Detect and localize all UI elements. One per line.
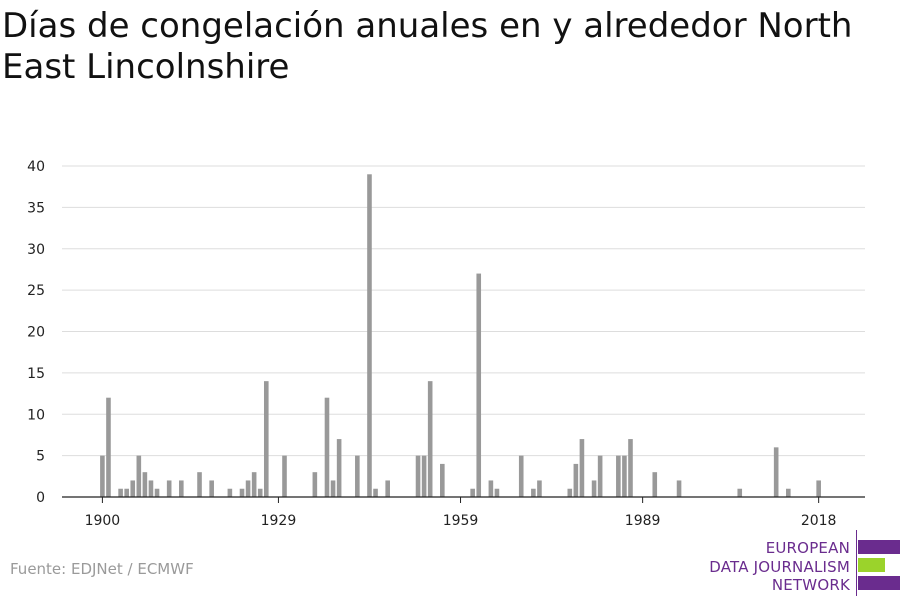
bar-1908 — [148, 480, 154, 497]
bar-1916 — [197, 472, 202, 497]
x-tick-label: 2018 — [801, 513, 837, 529]
bar-1947 — [385, 480, 390, 497]
logo-text-european: EUROPEAN — [765, 539, 850, 557]
x-tick-label: 1900 — [85, 513, 121, 529]
bar-1964 — [488, 480, 494, 497]
bar-2005 — [737, 488, 743, 497]
bar-1962 — [476, 273, 482, 497]
bar-1985 — [616, 455, 621, 498]
bar-1918 — [209, 480, 214, 497]
bar-1953 — [421, 455, 427, 498]
bar-1965 — [494, 488, 500, 497]
bar-1945 — [373, 488, 378, 497]
bars — [100, 174, 821, 498]
y-tick-label: 15 — [27, 366, 45, 382]
bar-1907 — [142, 472, 148, 497]
bar-1956 — [440, 463, 445, 497]
bar-1942 — [355, 455, 360, 498]
x-tick-label: 1959 — [443, 513, 479, 529]
bar-1987 — [628, 439, 633, 497]
logo-divider — [856, 530, 857, 596]
x-tick-label: 1989 — [625, 513, 661, 529]
bar-1981 — [591, 480, 597, 497]
bar-1911 — [166, 480, 172, 497]
bar-1944 — [367, 174, 372, 497]
logo-text-network: NETWORK — [771, 576, 850, 594]
bar-1937 — [324, 397, 330, 497]
bar-1921 — [227, 488, 233, 497]
bar-1925 — [251, 472, 257, 497]
bar-1905 — [130, 480, 136, 497]
bar-1961 — [470, 488, 475, 497]
logo-text-data-journalism: DATA JOURNALISM — [709, 558, 850, 576]
bar-1935 — [312, 472, 318, 497]
bar-1903 — [118, 488, 123, 497]
y-tick-label: 0 — [36, 490, 45, 506]
bar-1900 — [100, 455, 105, 498]
bar-chart: 0 5 10 15 20 25 30 35 40 1900 1929 1959 1989 2018 — [27, 159, 865, 529]
bar-1904 — [124, 488, 129, 497]
bar-1954 — [427, 381, 433, 497]
bar-1924 — [245, 480, 251, 497]
y-tick-label: 35 — [27, 200, 45, 216]
gridlines — [62, 165, 865, 457]
y-tick-label: 30 — [27, 242, 45, 258]
bar-1971 — [531, 488, 536, 497]
bar-1952 — [415, 455, 421, 498]
bar-1927 — [263, 381, 269, 497]
bar-2013 — [786, 488, 791, 497]
bar-1913 — [179, 480, 184, 497]
source-note: Fuente: EDJNet / ECMWF — [10, 560, 194, 578]
bar-1979 — [579, 439, 585, 497]
y-tick-label: 5 — [36, 449, 45, 465]
bar-1923 — [239, 488, 245, 497]
bar-1969 — [518, 455, 524, 498]
x-tick-label: 1929 — [261, 513, 297, 529]
y-tick-label: 10 — [27, 407, 45, 423]
bar-1972 — [537, 480, 542, 497]
chart-title: Días de congelación anuales en y alreded… — [2, 6, 853, 87]
edjnet-logo: EUROPEAN DATA JOURNALISM NETWORK — [700, 530, 900, 596]
bar-1901 — [106, 397, 111, 497]
logo-bar-purple-bottom — [858, 576, 900, 590]
bar-1906 — [136, 455, 142, 498]
y-tick-label: 25 — [27, 283, 45, 299]
bar-1930 — [282, 455, 287, 498]
bar-1986 — [622, 455, 627, 498]
bar-1977 — [567, 488, 573, 497]
y-tick-label: 20 — [27, 325, 45, 341]
bar-1978 — [573, 463, 579, 497]
logo-bar-green — [858, 558, 885, 572]
bar-1991 — [652, 472, 658, 497]
logo-bar-purple-top — [858, 540, 900, 554]
bar-1995 — [676, 480, 682, 497]
bar-1926 — [257, 488, 263, 497]
bar-1938 — [330, 480, 336, 497]
bar-2011 — [773, 447, 779, 497]
bar-1982 — [597, 455, 603, 498]
axes: 0 5 10 15 20 25 30 35 40 1900 1929 1959 1989 2018 — [27, 159, 865, 529]
bar-1939 — [336, 439, 342, 497]
bar-1909 — [154, 488, 160, 497]
bar-2018 — [816, 480, 821, 497]
y-tick-label: 40 — [27, 159, 45, 175]
